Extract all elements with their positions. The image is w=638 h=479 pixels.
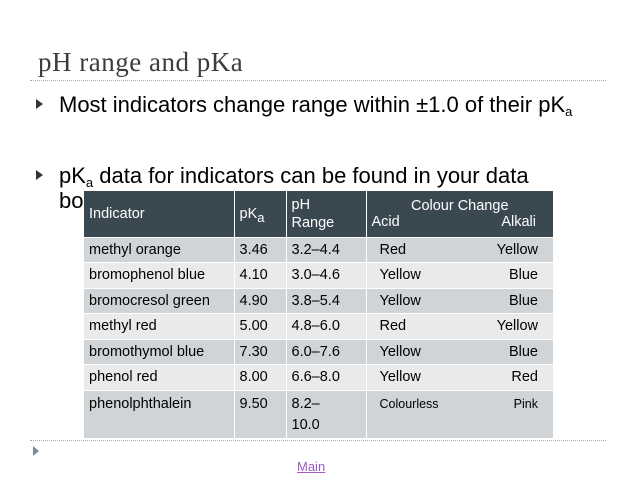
bullet-text: data for indicators can be found in your… [93, 163, 529, 188]
subscript: a [565, 104, 573, 119]
bullet-prefix: pK [59, 163, 86, 188]
table-row: methyl orange 3.46 3.2–4.4 Red Yellow [84, 236, 553, 263]
table-row: bromothymol blue 7.30 6.0–7.6 Yellow Blue [84, 338, 553, 365]
title-divider [30, 80, 606, 81]
header-alkali: Alkali [501, 213, 536, 230]
table-row: methyl red 5.00 4.8–6.0 Red Yellow [84, 313, 553, 339]
main-link[interactable]: Main [297, 459, 326, 474]
header-colour-change: Colour Change Acid Alkali [371, 197, 537, 230]
table-row: bromophenol blue 4.10 3.0–4.6 Yellow Blue [84, 262, 553, 288]
slide-nav-arrow-icon[interactable] [33, 446, 39, 456]
table-row: bromocresol green 4.90 3.8–5.4 Yellow Blu… [84, 287, 553, 314]
header-indicator: Indicator [84, 191, 235, 237]
bullet-arrow-icon [36, 170, 43, 180]
footer-divider [30, 440, 606, 441]
table-header-row: Indicator pKa pH Range Colour Change Acid… [84, 191, 553, 237]
bullet-arrow-icon [36, 99, 43, 109]
indicator-table: Indicator pKa pH Range Colour Change Acid… [84, 191, 553, 438]
bullet-text: Most indicators change range within ±1.0… [59, 92, 566, 117]
header-acid: Acid [371, 213, 400, 230]
table-row: phenol red 8.00 6.6–8.0 Yellow Red [84, 364, 553, 390]
table-row: phenolphthalein 9.50 8.2– 10.0 Colourless… [84, 389, 553, 438]
subscript: a [85, 175, 94, 190]
header-pka: pKa [234, 191, 287, 237]
slide-title: pH range and pKa [38, 47, 244, 77]
header-ph-range: pH Range [286, 191, 367, 237]
